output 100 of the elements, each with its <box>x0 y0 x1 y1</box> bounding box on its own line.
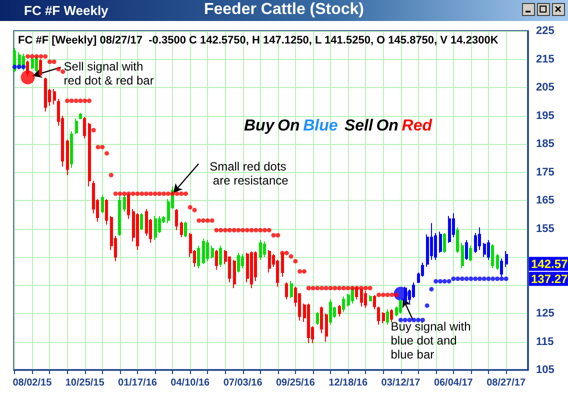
point <box>434 279 438 284</box>
candlestick <box>487 240 490 260</box>
annotation: FC #F [Weekly] 08/27/17 -0.3500 C 142.5750, H 147.1250, L 141.5250, O 145.8750, V 14.2300K <box>18 34 498 46</box>
y-tick-label: 225 <box>536 25 554 37</box>
candlestick <box>241 254 244 269</box>
candlestick <box>202 238 205 265</box>
candlestick <box>118 196 121 236</box>
candlestick <box>44 77 47 112</box>
point <box>504 276 508 281</box>
point <box>412 318 416 322</box>
candlestick <box>105 198 108 226</box>
x-tick-label: 12/18/16 <box>328 378 368 388</box>
annotation: Sell signal with red dot & red bar <box>64 59 154 88</box>
candlestick <box>461 242 464 269</box>
point <box>16 64 22 70</box>
candlestick <box>390 308 393 322</box>
candlestick <box>338 304 341 317</box>
y-tick-label: 195 <box>536 110 554 122</box>
x-tick-label: 08/27/17 <box>486 378 526 388</box>
point <box>490 276 496 281</box>
candlestick <box>439 231 442 254</box>
candlestick <box>491 244 494 269</box>
candlestick <box>175 208 178 231</box>
candlestick <box>154 216 157 241</box>
candlestick <box>399 298 402 314</box>
candlestick <box>53 88 56 105</box>
candlestick <box>70 130 73 169</box>
candlestick <box>329 298 332 326</box>
point <box>446 279 452 284</box>
candlestick <box>386 308 389 326</box>
candlestick <box>369 294 372 302</box>
candlestick <box>505 250 508 268</box>
candlestick <box>342 296 345 313</box>
y-tick-label: 125 <box>536 308 554 320</box>
candlestick <box>325 313 328 342</box>
candlestick <box>83 116 86 139</box>
point <box>407 318 412 322</box>
x-tick-label: 07/03/16 <box>223 378 263 388</box>
x-tick-label: 10/25/15 <box>65 378 105 388</box>
candlestick <box>127 192 130 220</box>
candlestick <box>211 245 214 259</box>
candlestick <box>465 240 468 260</box>
point <box>451 276 456 281</box>
candlestick <box>66 139 69 176</box>
candlestick <box>136 212 139 250</box>
point <box>473 276 478 281</box>
candlestick <box>237 252 240 274</box>
x-tick-label: 04/10/16 <box>170 378 210 388</box>
point <box>456 276 460 281</box>
candlestick <box>263 240 266 258</box>
candlestick <box>259 240 262 260</box>
candlestick <box>285 282 288 300</box>
annotation: Small red dots are resistance <box>210 160 289 188</box>
candlestick <box>307 303 310 344</box>
candlestick <box>382 312 385 324</box>
x-tick-label: 01/17/16 <box>118 378 158 388</box>
candlestick <box>268 249 271 274</box>
annotation: 137.27 <box>531 272 568 286</box>
candlestick <box>443 232 446 254</box>
point <box>468 276 474 281</box>
candlestick <box>377 306 380 326</box>
point <box>482 276 486 281</box>
y-tick-label: 215 <box>536 53 554 66</box>
y-tick-label: 205 <box>536 82 554 94</box>
x-tick-label: 08/02/15 <box>12 378 52 388</box>
candlestick <box>184 221 187 238</box>
candlestick <box>215 249 218 270</box>
candlestick <box>250 250 253 289</box>
candlestick <box>456 226 459 254</box>
candlestick <box>219 245 222 268</box>
candlestick <box>197 245 200 269</box>
candlestick <box>448 216 451 244</box>
chart-title: Feeder Cattle (Stock) <box>204 1 364 18</box>
candlestick <box>469 245 472 262</box>
candlestick <box>101 194 104 214</box>
point <box>429 286 434 292</box>
candlestick <box>290 280 293 298</box>
point <box>402 318 408 322</box>
candlestick <box>347 293 350 307</box>
point <box>460 276 464 281</box>
annotation: Buy On Blue Sell On Red <box>244 118 434 134</box>
y-tick-label: 165 <box>536 194 554 206</box>
candlestick <box>79 112 82 120</box>
candlestick <box>75 118 78 135</box>
candlestick <box>180 221 183 238</box>
y-tick-label: 105 <box>536 364 554 376</box>
point <box>21 64 26 70</box>
chart-subtitle: FC #F Weekly <box>24 3 108 18</box>
candlestick <box>478 226 481 250</box>
candlestick <box>316 312 319 326</box>
point <box>477 276 482 281</box>
point <box>424 303 430 308</box>
y-tick-label: 175 <box>536 166 554 178</box>
point <box>12 64 17 70</box>
point <box>442 279 447 284</box>
annotation: Buy signal with blue dot and blue bar <box>390 320 474 362</box>
x-tick-label: 09/25/16 <box>276 378 316 388</box>
point <box>398 318 404 322</box>
point <box>499 276 504 281</box>
point <box>486 276 491 281</box>
